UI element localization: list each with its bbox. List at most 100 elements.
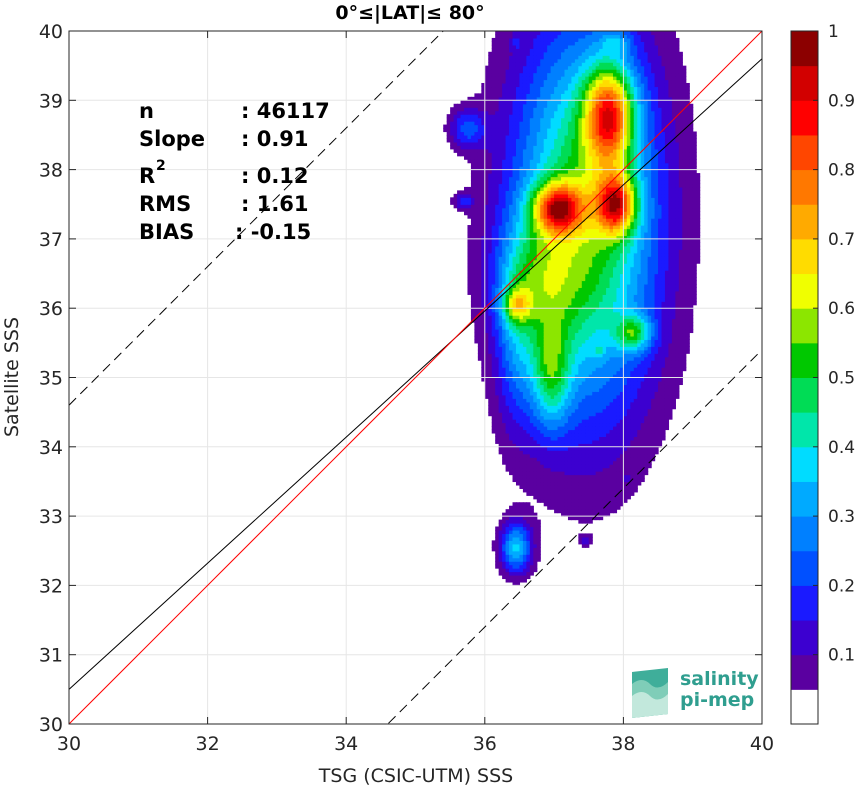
- heat-cell: [505, 408, 510, 413]
- heat-cell: [533, 564, 538, 569]
- heat-cell: [450, 134, 455, 140]
- heat-cell: [481, 114, 486, 119]
- heat-cell: [554, 273, 559, 278]
- heat-cell: [502, 550, 507, 555]
- heat-cell: [578, 391, 583, 396]
- heat-cell: [484, 231, 489, 237]
- heat-cell: [495, 221, 500, 226]
- heat-cell: [581, 93, 586, 98]
- heat-cell: [522, 578, 527, 583]
- heat-cell: [512, 294, 517, 299]
- heat-cell: [536, 554, 541, 559]
- heat-cell: [547, 412, 552, 417]
- heat-cell: [477, 96, 482, 101]
- heat-cell: [564, 429, 569, 434]
- heat-cell: [581, 304, 586, 309]
- heat-cell: [585, 107, 590, 112]
- heat-cell: [515, 124, 521, 129]
- heat-cell: [515, 436, 521, 441]
- heat-cell: [509, 169, 514, 174]
- heat-cell: [495, 533, 500, 538]
- heat-cell: [567, 65, 573, 70]
- heat-cell: [578, 252, 583, 257]
- heat-cell: [564, 249, 569, 254]
- heat-cell: [533, 540, 538, 545]
- heat-cell: [457, 103, 462, 108]
- heat-cell: [491, 186, 496, 191]
- heat-cell: [585, 516, 590, 521]
- heat-cell: [581, 162, 586, 167]
- heat-cell: [529, 180, 534, 185]
- heat-cell: [526, 353, 531, 358]
- heat-cell: [481, 263, 486, 268]
- heat-cell: [550, 502, 555, 507]
- heat-cell: [457, 124, 462, 129]
- heat-cell: [578, 426, 583, 431]
- heat-cell: [533, 370, 538, 375]
- heat-cell: [488, 342, 493, 347]
- heat-cell: [519, 339, 524, 344]
- heat-cell: [526, 100, 531, 105]
- heat-cell: [543, 335, 548, 340]
- heat-cell: [547, 270, 552, 275]
- heat-cell: [578, 477, 583, 483]
- heat-cell: [557, 110, 562, 115]
- heat-cell: [495, 131, 500, 136]
- heat-cell: [581, 138, 586, 143]
- heat-cell: [502, 183, 507, 188]
- heat-cell: [533, 353, 538, 358]
- heat-cell: [509, 79, 514, 84]
- heat-cell: [567, 325, 573, 330]
- heat-cell: [554, 37, 559, 42]
- heat-cell: [547, 318, 552, 323]
- heat-cell: [533, 242, 538, 247]
- heat-cell: [571, 193, 576, 198]
- heat-cell: [533, 315, 538, 320]
- heat-cell: [588, 55, 593, 60]
- heat-cell: [536, 263, 541, 268]
- heat-cell: [550, 89, 555, 94]
- heat-cell: [529, 429, 534, 434]
- heat-cell: [526, 509, 531, 514]
- heat-cell: [536, 557, 541, 562]
- heat-cell: [509, 252, 514, 257]
- heat-cell: [536, 159, 541, 164]
- heat-cell: [536, 55, 541, 60]
- heat-cell: [585, 384, 590, 389]
- heat-cell: [502, 575, 507, 580]
- heat-cell: [512, 86, 517, 91]
- heat-cell: [515, 148, 521, 153]
- heat-cell: [470, 242, 475, 247]
- heat-cell: [554, 505, 559, 510]
- heat-cell: [588, 477, 593, 483]
- heat-cell: [561, 121, 566, 126]
- heat-cell: [540, 121, 545, 126]
- heat-cell: [581, 297, 586, 302]
- heat-cell: [571, 502, 576, 507]
- heat-cell: [470, 100, 475, 105]
- heat-cell: [536, 44, 541, 49]
- heat-cell: [595, 509, 600, 514]
- heat-cell: [550, 405, 555, 410]
- heat-cell: [557, 79, 562, 84]
- heat-cell: [585, 103, 590, 108]
- heat-cell: [502, 176, 507, 181]
- heat-cell: [547, 34, 552, 39]
- heat-cell: [481, 162, 486, 167]
- heat-cell: [557, 114, 562, 119]
- heat-cell: [522, 380, 527, 386]
- heat-cell: [543, 481, 548, 486]
- heat-cell: [522, 131, 527, 136]
- heat-cell: [588, 65, 593, 70]
- heat-cell: [547, 145, 552, 150]
- heat-cell: [533, 110, 538, 115]
- heat-cell: [536, 495, 541, 500]
- heat-cell: [567, 96, 573, 101]
- heat-cell: [495, 380, 500, 386]
- heat-cell: [509, 453, 514, 458]
- heat-cell: [578, 131, 583, 136]
- heat-cell: [502, 315, 507, 320]
- heat-cell: [588, 533, 593, 538]
- heat-cell: [554, 467, 559, 472]
- heat-cell: [581, 356, 586, 361]
